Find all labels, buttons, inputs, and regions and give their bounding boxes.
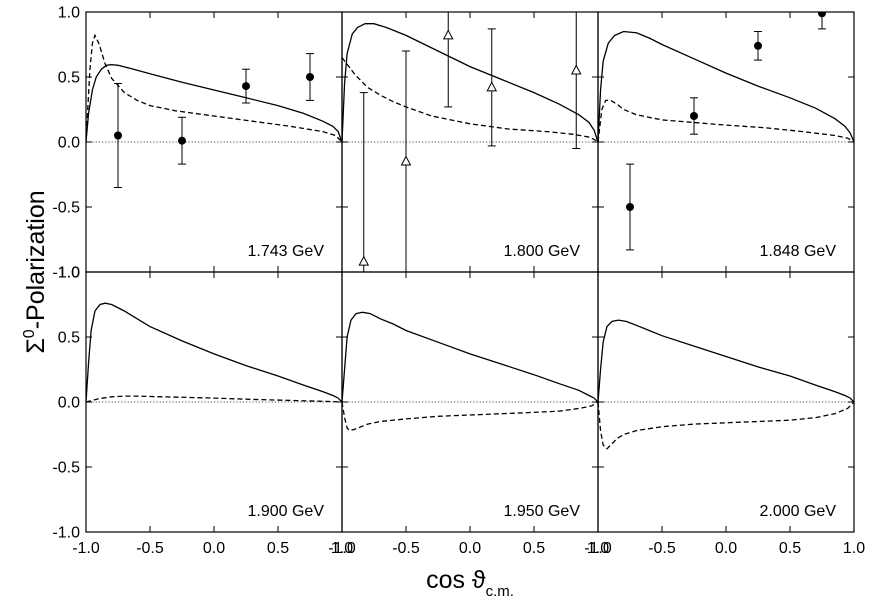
data-point <box>754 41 762 50</box>
data-point <box>306 73 314 81</box>
y-axis-symbol: Σ <box>22 338 50 353</box>
x-tick-label: -1.0 <box>584 540 612 557</box>
data-point <box>818 12 826 18</box>
panel-plot-area <box>86 33 342 188</box>
panel-1: 1.743 GeV <box>85 11 343 273</box>
energy-label: 1.848 GeV <box>760 243 837 260</box>
panels-layer: 1.743 GeV 1.800 GeV 1.848 GeV 1.900 GeV 1.95… <box>85 11 855 533</box>
dashed-curve <box>86 395 342 403</box>
data-point <box>242 82 250 91</box>
panel-4: 1.900 GeV <box>85 271 343 533</box>
y-tick-label: 0.0 <box>58 135 80 152</box>
data-point-triangle <box>570 64 582 75</box>
panel-2: 1.800 GeV <box>341 11 599 273</box>
dashed-curve <box>342 401 598 432</box>
x-tick-label: -0.5 <box>392 540 420 557</box>
x-tick-label: -0.5 <box>648 540 676 557</box>
x-tick-label: 0.5 <box>267 540 289 557</box>
x-tick-label: 0.5 <box>523 540 545 557</box>
y-tick-label: 1.0 <box>58 265 80 282</box>
data-point-triangle <box>358 255 370 266</box>
panel-plot-area <box>598 319 854 450</box>
y-tick-label: -0.5 <box>52 460 80 477</box>
x-tick-label: 0.0 <box>715 540 737 557</box>
data-point <box>690 112 698 120</box>
energy-label: 1.950 GeV <box>504 503 581 520</box>
energy-label: 2.000 GeV <box>760 503 837 520</box>
data-point-triangle <box>486 81 498 92</box>
y-tick-label: 0.5 <box>58 70 80 87</box>
y-tick-label: 1.0 <box>58 5 80 22</box>
data-point-triangle <box>442 29 454 40</box>
solid-curve <box>342 311 598 403</box>
solid-curve <box>598 30 854 143</box>
panel-3: 1.848 GeV <box>597 11 855 273</box>
y-axis-superscript: 0 <box>21 329 38 338</box>
x-axis-subscript: c.m. <box>486 583 514 600</box>
solid-curve <box>86 63 342 143</box>
axes-layer: 1.00.50.0-0.5-1.01.00.50.0-0.5-1.0-1.0 -0… <box>52 5 865 558</box>
y-tick-label: -0.5 <box>52 200 80 217</box>
energy-label: 1.900 GeV <box>248 503 325 520</box>
dashed-curve <box>598 401 854 450</box>
x-tick-label: -0.5 <box>136 540 164 557</box>
energy-label: 1.800 GeV <box>504 243 581 260</box>
energy-label: 1.743 GeV <box>248 243 325 260</box>
data-point <box>178 136 186 145</box>
x-tick-label: -1.0 <box>72 540 100 557</box>
dashed-curve <box>598 99 854 143</box>
panel-5: 1.950 GeV <box>341 271 599 533</box>
data-point <box>114 131 122 140</box>
x-tick-label: 1.0 <box>587 540 609 557</box>
y-tick-label: 0.0 <box>58 395 80 412</box>
y-tick-label: -1.0 <box>52 525 80 542</box>
panel-plot-area <box>598 12 854 251</box>
x-axis-text: cos ϑ <box>426 566 486 594</box>
x-tick-label: -1.0 <box>328 540 356 557</box>
panel-plot-area <box>342 12 598 272</box>
x-tick-label: 0.0 <box>459 540 481 557</box>
panel-6: 2.000 GeV <box>597 271 855 533</box>
x-tick-label: 0.5 <box>779 540 801 557</box>
panel-frame <box>597 271 855 533</box>
panel-plot-area <box>342 311 598 432</box>
x-tick-label: 0.0 <box>203 540 225 557</box>
solid-curve <box>86 302 342 403</box>
solid-curve <box>342 23 598 143</box>
y-tick-label: 0.5 <box>58 330 80 347</box>
dashed-curve <box>86 33 342 143</box>
x-tick-label: 1.0 <box>843 540 865 557</box>
x-tick-label: 1.0 <box>331 540 353 557</box>
solid-curve <box>598 319 854 403</box>
dashed-curve <box>342 57 598 143</box>
y-tick-label: -1.0 <box>52 265 80 282</box>
y-axis-title: Σ0-Polarization <box>21 190 50 353</box>
data-point-triangle <box>400 155 412 166</box>
y-axis-text: -Polarization <box>22 190 50 329</box>
x-axis-title: cos ϑc.m. <box>426 566 514 600</box>
panel-plot-area <box>86 302 342 403</box>
data-point <box>626 203 634 211</box>
